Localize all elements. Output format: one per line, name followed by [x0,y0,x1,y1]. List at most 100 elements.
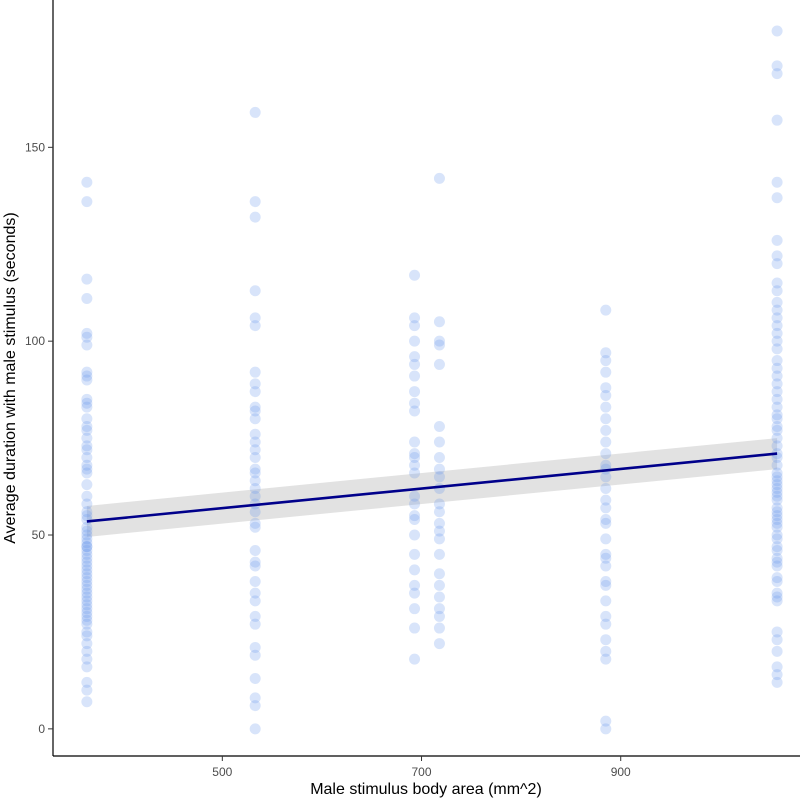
data-point [600,502,612,514]
data-point [771,335,783,347]
data-point [771,514,783,526]
data-point [81,552,93,564]
data-point [433,335,445,347]
data-point [249,405,261,417]
data-point [771,645,783,657]
data-point [249,482,261,494]
data-point [771,626,783,638]
data-point [600,355,612,367]
data-point [409,405,421,417]
data-point [81,564,93,576]
data-point [81,506,93,518]
data-point [771,234,783,246]
data-point [409,653,421,665]
data-point [249,413,261,425]
data-point [433,172,445,184]
data-point [771,320,783,332]
data-point [771,362,783,374]
data-point [771,587,783,599]
data-point [81,568,93,580]
data-point [771,296,783,308]
data-point [600,424,612,436]
data-point [771,541,783,553]
trend-line-layer [86,452,778,523]
data-point [249,517,261,529]
data-point [433,548,445,560]
data-point [771,250,783,262]
data-point [600,533,612,545]
data-point [81,413,93,425]
data-point [409,587,421,599]
data-point [771,471,783,483]
data-point [771,521,783,533]
data-point [81,684,93,696]
data-point [600,552,612,564]
data-point [771,304,783,316]
data-point [81,521,93,533]
data-point [81,541,93,553]
data-point [771,68,783,80]
data-point [81,498,93,510]
data-point [409,448,421,460]
data-point [771,676,783,688]
data-point [81,440,93,452]
data-point [81,537,93,549]
data-point [81,529,93,541]
data-point [771,420,783,432]
data-point [81,196,93,208]
data-point [81,339,93,351]
data-point [771,669,783,681]
data-point [409,579,421,591]
data-point [81,618,93,630]
data-point [409,498,421,510]
data-point [81,510,93,522]
data-point [600,548,612,560]
data-point [771,327,783,339]
data-point [81,545,93,557]
data-point [249,672,261,684]
data-point [771,545,783,557]
data-point [771,529,783,541]
data-point [409,370,421,382]
data-point [771,370,783,382]
data-point [81,393,93,405]
data-point [81,479,93,491]
data-point [771,432,783,444]
data-point [409,269,421,281]
data-point [81,401,93,413]
data-point [771,552,783,564]
data-point [249,467,261,479]
data-point [81,576,93,588]
x-axis-ticks: 500 700 900 [212,756,631,779]
data-point [771,258,783,270]
data-point [433,316,445,328]
data-point [771,386,783,398]
data-point [771,378,783,390]
data-point [249,576,261,588]
data-point [409,622,421,634]
data-point [249,106,261,118]
data-point [249,312,261,324]
data-point [249,378,261,390]
data-point [81,467,93,479]
data-point [600,482,612,494]
data-point [409,320,421,332]
data-point [771,401,783,413]
x-axis-title: Male stimulus body area (mm^2) [310,781,542,798]
data-point [81,397,93,409]
data-point [771,459,783,471]
data-point [771,60,783,72]
data-point [81,579,93,591]
data-point [81,653,93,665]
data-point [409,529,421,541]
data-point [81,591,93,603]
data-point [433,591,445,603]
data-point [600,579,612,591]
data-point [81,638,93,650]
data-point [771,510,783,522]
data-point [433,622,445,634]
data-point [771,409,783,421]
data-point [81,587,93,599]
x-tick-label: 500 [212,765,232,779]
data-point [81,420,93,432]
